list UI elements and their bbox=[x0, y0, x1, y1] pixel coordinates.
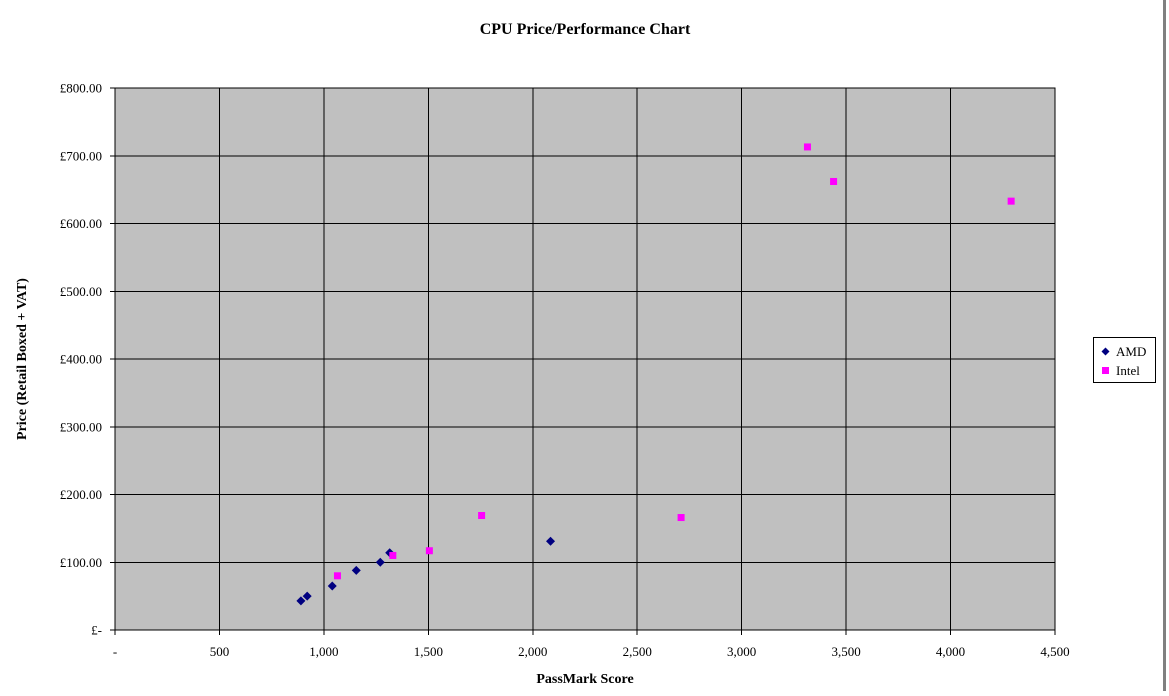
svg-text:1,500: 1,500 bbox=[414, 644, 443, 659]
window-edge-strip bbox=[1163, 0, 1166, 691]
legend-label-amd: AMD bbox=[1116, 343, 1147, 359]
svg-text:£500.00: £500.00 bbox=[60, 284, 102, 299]
y-axis-title: Price (Retail Boxed + VAT) bbox=[8, 88, 38, 630]
svg-text:£300.00: £300.00 bbox=[60, 419, 102, 434]
svg-text:£800.00: £800.00 bbox=[60, 81, 102, 96]
svg-text:£200.00: £200.00 bbox=[60, 487, 102, 502]
svg-text:£100.00: £100.00 bbox=[60, 555, 102, 570]
svg-text:2,500: 2,500 bbox=[623, 644, 652, 659]
svg-text:4,500: 4,500 bbox=[1040, 644, 1069, 659]
y-axis-title-text: Price (Retail Boxed + VAT) bbox=[15, 278, 31, 440]
svg-text:1,000: 1,000 bbox=[309, 644, 338, 659]
legend-item-intel: Intel bbox=[1101, 361, 1155, 380]
svg-text:500: 500 bbox=[210, 644, 230, 659]
svg-text:-: - bbox=[113, 644, 117, 659]
legend-item-amd: AMD bbox=[1101, 342, 1155, 361]
svg-text:£400.00: £400.00 bbox=[60, 352, 102, 367]
amd-diamond-icon bbox=[1101, 347, 1110, 356]
svg-text:3,000: 3,000 bbox=[727, 644, 756, 659]
svg-text:3,500: 3,500 bbox=[831, 644, 860, 659]
svg-text:2,000: 2,000 bbox=[518, 644, 547, 659]
svg-text:£600.00: £600.00 bbox=[60, 216, 102, 231]
legend-label-intel: Intel bbox=[1116, 362, 1140, 378]
plot-area: - 500 1,000 1,500 2,000 2,500 3,000 3,500 4,000 4… bbox=[60, 81, 1070, 660]
legend: AMD Intel bbox=[1093, 337, 1156, 383]
svg-text:£-: £- bbox=[91, 623, 102, 638]
svg-text:£700.00: £700.00 bbox=[60, 148, 102, 163]
svg-text:4,000: 4,000 bbox=[936, 644, 965, 659]
x-axis-title: PassMark Score bbox=[536, 672, 634, 687]
intel-square-icon bbox=[1102, 367, 1109, 374]
chart-title: CPU Price/Performance Chart bbox=[479, 21, 691, 38]
